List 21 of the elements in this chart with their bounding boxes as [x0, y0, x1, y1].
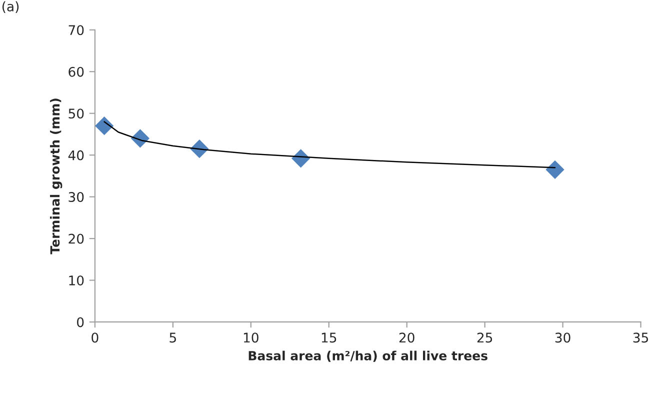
x-tick-label: 10	[244, 332, 258, 343]
y-tick-label: 30	[68, 192, 84, 202]
x-axis-title: Basal area (m²/ha) of all live trees	[248, 350, 488, 362]
y-tick-label: 0	[77, 317, 84, 328]
x-tick-label: 35	[633, 332, 648, 343]
y-tick-label: 50	[68, 108, 84, 119]
point	[546, 160, 564, 179]
point	[94, 116, 114, 136]
x-tick-label: 15	[322, 332, 336, 343]
x-tick-label: 30	[555, 332, 570, 343]
x-tick-label: 25	[477, 332, 492, 343]
text: (a)	[2, 1, 19, 13]
y-tick-label: 40	[68, 150, 84, 160]
y-tick-label: 20	[68, 234, 84, 244]
y-tick-label: 60	[68, 66, 84, 77]
y-axis-title: Terminal growth (mm)	[50, 98, 62, 254]
x-tick-label: 20	[399, 332, 414, 343]
x-tick-label: 0	[92, 332, 98, 343]
y-tick-label: 70	[68, 25, 84, 36]
y-tick-label: 10	[69, 275, 84, 286]
x-tick-label: 5	[170, 332, 176, 343]
